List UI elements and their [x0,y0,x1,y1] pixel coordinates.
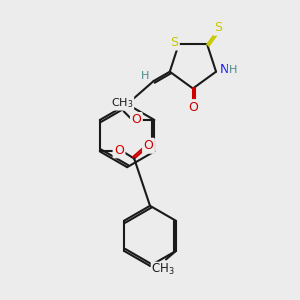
Text: CH$_3$: CH$_3$ [151,262,175,278]
Text: O: O [144,139,153,152]
Text: O: O [114,144,124,157]
Text: O: O [131,113,141,127]
Text: CH$_3$: CH$_3$ [111,96,134,110]
Text: S: S [214,21,222,34]
Text: H: H [229,65,237,75]
Text: O: O [189,100,198,114]
Text: N: N [219,63,229,76]
Text: H: H [141,71,149,81]
Text: S: S [170,36,178,49]
